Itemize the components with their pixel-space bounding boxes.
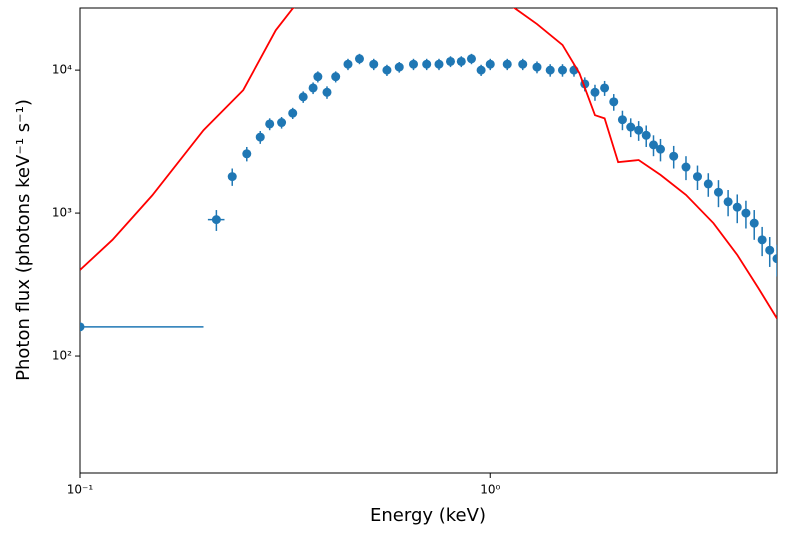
data-point [617, 115, 627, 125]
data-point [265, 119, 275, 129]
data-point [422, 59, 432, 69]
data-point [288, 108, 298, 118]
data-point [757, 235, 767, 245]
data-point [255, 132, 265, 142]
data-point [609, 97, 619, 107]
data-point [557, 65, 567, 75]
data-point [600, 83, 610, 93]
data-point [277, 118, 287, 128]
data-point [590, 87, 600, 97]
x-axis-label: Energy (keV) [370, 505, 486, 526]
data-point [518, 59, 528, 69]
data-point [466, 54, 476, 64]
y-tick-label: 10² [52, 349, 72, 363]
x-tick-label: 10⁰ [480, 483, 500, 497]
data-point [227, 172, 237, 182]
data-point [476, 65, 486, 75]
data-point [772, 254, 777, 264]
data-point [485, 59, 495, 69]
data-point [641, 130, 651, 140]
data-point [331, 72, 341, 82]
data-point [343, 59, 353, 69]
data-point [434, 59, 444, 69]
model-line [80, 8, 777, 319]
data-point [703, 179, 713, 189]
data-point [649, 140, 659, 150]
data-point [445, 56, 455, 66]
data-point [723, 197, 733, 207]
data-point [626, 122, 636, 132]
data-point [634, 125, 644, 135]
data-point [502, 59, 512, 69]
data-point [681, 162, 691, 172]
data-point [80, 322, 85, 332]
data-point [394, 62, 404, 72]
data-point [369, 59, 379, 69]
data-point [408, 59, 418, 69]
x-tick-label: 10⁻¹ [67, 483, 94, 497]
data-point [354, 54, 364, 64]
y-axis-label: Photon flux (photons keV⁻¹ s⁻¹) [13, 99, 34, 381]
data-point [692, 172, 702, 182]
data-point [242, 149, 252, 159]
plot-area [80, 8, 777, 332]
data-point [741, 208, 751, 218]
data-point [313, 72, 323, 82]
data-point [382, 65, 392, 75]
data-point [749, 218, 759, 228]
y-tick-label: 10⁴ [52, 63, 72, 77]
data-point [456, 56, 466, 66]
data-point [211, 215, 221, 225]
data-point [322, 87, 332, 97]
data-point [532, 62, 542, 72]
data-point [713, 187, 723, 197]
data-point [669, 151, 679, 161]
data-point [545, 65, 555, 75]
data-point [308, 83, 318, 93]
data-point [655, 144, 665, 154]
data-point [732, 202, 742, 212]
y-tick-label: 10³ [52, 206, 72, 220]
data-point [765, 245, 775, 255]
data-point [298, 92, 308, 102]
plot-frame [79, 7, 778, 474]
